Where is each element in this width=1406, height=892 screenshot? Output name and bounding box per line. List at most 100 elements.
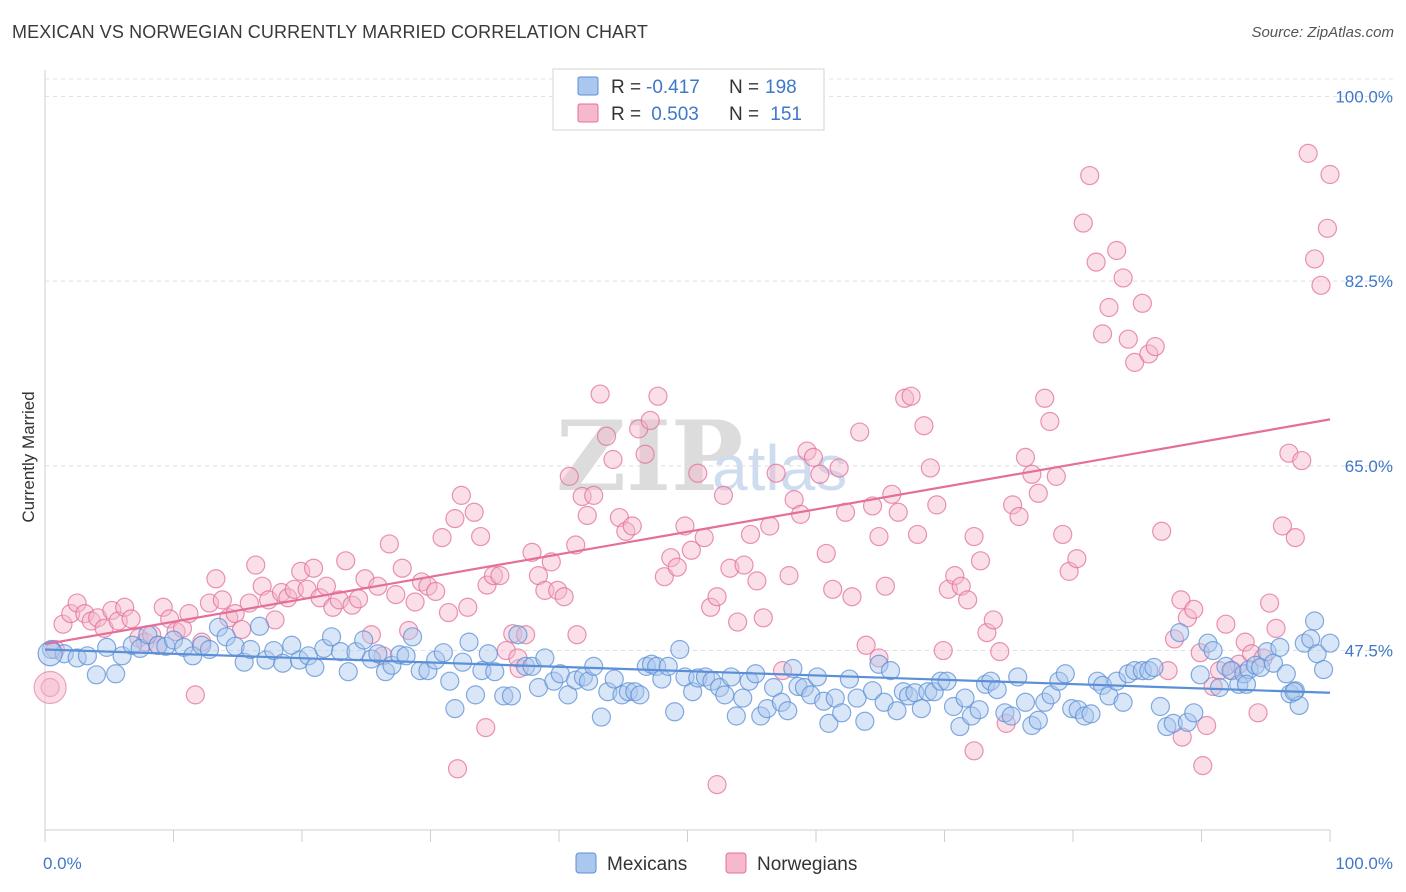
- norwegians-point: [707, 587, 727, 607]
- mexicans-point: [433, 643, 453, 663]
- mexicans-point: [225, 636, 245, 656]
- norwegians-point: [1118, 329, 1138, 349]
- mexicans-point: [37, 641, 63, 667]
- bottom-legend-swatch-mexicans: [575, 852, 597, 874]
- mexicans-point: [1190, 665, 1210, 685]
- mexicans-point: [305, 657, 325, 678]
- norwegians-point: [1164, 629, 1185, 649]
- mexicans-point: [1049, 671, 1069, 691]
- watermark-zip: ZIP: [556, 400, 743, 513]
- legend-r-label-mexicans: R =: [611, 77, 641, 98]
- norwegians-point: [1320, 164, 1340, 185]
- correlation-legend: R = -0.417 N = 198 R = 0.503 N = 151: [552, 68, 825, 131]
- norwegians-point: [829, 458, 849, 478]
- mexicans-point: [987, 680, 1007, 700]
- mexicans-point: [1015, 692, 1036, 712]
- norwegians-point: [875, 576, 895, 596]
- mexicans-point: [847, 688, 867, 708]
- norwegians-point: [779, 566, 799, 586]
- norwegians-point: [590, 384, 610, 404]
- norwegians-point: [33, 670, 67, 705]
- mexicans-point: [1035, 692, 1055, 712]
- norwegians-point: [53, 614, 73, 634]
- mexicans-point: [763, 677, 784, 698]
- norwegians-point: [701, 597, 721, 617]
- mexicans-point: [794, 677, 815, 698]
- norwegians-point: [438, 602, 459, 623]
- mexicans-point: [321, 627, 342, 647]
- norwegians-point: [635, 444, 655, 464]
- norwegians-point: [688, 463, 708, 483]
- mexicans-point: [453, 652, 473, 672]
- mexicans-point: [1209, 677, 1230, 698]
- norwegians-point: [856, 635, 876, 655]
- mexicans-point: [688, 668, 708, 688]
- norwegians-point: [661, 548, 681, 568]
- norwegians-point: [405, 592, 425, 612]
- norwegians-point: [1035, 388, 1055, 408]
- norwegians-point: [1298, 143, 1318, 163]
- norwegians-point: [451, 485, 471, 505]
- norwegians-point: [392, 558, 412, 578]
- mexicans-point: [535, 648, 555, 668]
- mexicans-point: [1313, 659, 1334, 680]
- norwegians-point: [1216, 614, 1236, 634]
- trend-lines: [44, 418, 1331, 694]
- norwegians-point: [983, 610, 1003, 630]
- norwegians-point: [75, 604, 95, 624]
- mexicans-point: [241, 639, 261, 660]
- legend-n-label-norwegians: N =: [729, 104, 759, 125]
- norwegians-point: [115, 597, 135, 617]
- mexicans-point: [814, 691, 834, 711]
- norwegians-point: [559, 466, 579, 486]
- series-legend: Mexicans Norwegians: [575, 852, 857, 875]
- norwegians-point: [766, 463, 786, 483]
- mexicans-point: [1113, 692, 1133, 712]
- norwegians-point: [432, 528, 452, 548]
- norwegians-point: [790, 504, 811, 524]
- mexicans-point: [508, 625, 528, 645]
- norwegians-point: [901, 386, 921, 406]
- norwegians-point: [1003, 495, 1023, 515]
- norwegians-point: [61, 604, 81, 624]
- norwegians-point: [667, 557, 687, 577]
- bottom-legend-label-norwegians: Norwegians: [757, 854, 857, 875]
- mexicans-point: [1257, 642, 1277, 662]
- mexicans-point: [807, 667, 827, 687]
- norwegians-point: [945, 566, 965, 586]
- norwegians-point: [67, 593, 87, 613]
- mexicans-point: [314, 638, 334, 659]
- y-tick-label-3: 100.0%: [1335, 87, 1393, 106]
- mexicans-point: [832, 703, 852, 723]
- mexicans-point: [757, 699, 777, 719]
- mexicans-point: [598, 682, 618, 702]
- norwegians-point: [1304, 249, 1325, 269]
- norwegians-point: [1285, 528, 1305, 548]
- mexicans-point: [1304, 611, 1325, 631]
- mexicans-point: [869, 654, 889, 674]
- norwegians-point: [920, 458, 940, 478]
- mexicans-point: [1276, 664, 1296, 684]
- mexicans-point: [918, 682, 938, 702]
- norwegians-point: [1067, 549, 1087, 569]
- mexicans-point: [459, 632, 479, 652]
- norwegians-point: [336, 551, 356, 571]
- mexicans-point: [1028, 710, 1048, 730]
- y-tick-label-0: 47.5%: [1345, 642, 1393, 661]
- mexicans-point: [1144, 657, 1164, 678]
- norwegians-point: [490, 566, 510, 586]
- mexicans-point: [778, 701, 798, 721]
- mexicans-point: [338, 662, 358, 682]
- mexicans-point: [604, 669, 624, 689]
- norwegians-point: [753, 608, 773, 628]
- mexicans-point: [445, 699, 465, 719]
- norwegians-point: [1260, 593, 1280, 613]
- norwegians-point: [476, 718, 496, 738]
- mexicans-point: [630, 685, 650, 705]
- mexicans-point: [289, 650, 310, 670]
- norwegians-point: [740, 524, 761, 545]
- norwegians-point: [713, 485, 734, 505]
- norwegians-point: [810, 464, 830, 484]
- mexicans-point: [961, 706, 982, 726]
